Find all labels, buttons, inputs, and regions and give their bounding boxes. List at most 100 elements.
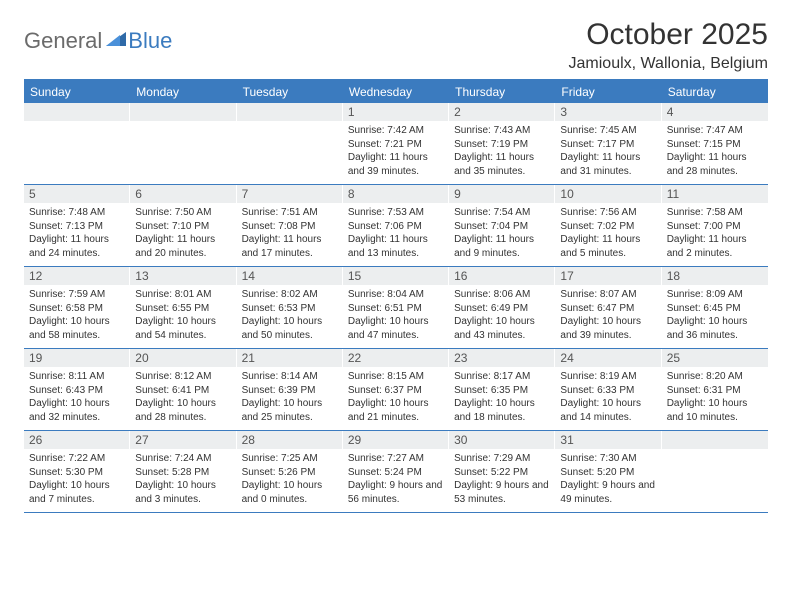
- sunset-text: Sunset: 7:17 PM: [560, 138, 656, 152]
- day-number: [237, 103, 343, 121]
- day-info: Sunrise: 7:56 AMSunset: 7:02 PMDaylight:…: [555, 203, 661, 266]
- day-cell: 7Sunrise: 7:51 AMSunset: 7:08 PMDaylight…: [237, 185, 343, 266]
- sunset-text: Sunset: 7:02 PM: [560, 220, 656, 234]
- sunset-text: Sunset: 7:19 PM: [454, 138, 550, 152]
- day-cell: 4Sunrise: 7:47 AMSunset: 7:15 PMDaylight…: [662, 103, 768, 184]
- sunset-text: Sunset: 6:53 PM: [242, 302, 338, 316]
- day-info: Sunrise: 7:59 AMSunset: 6:58 PMDaylight:…: [24, 285, 130, 348]
- day-info: Sunrise: 7:24 AMSunset: 5:28 PMDaylight:…: [130, 449, 236, 512]
- logo-text-2: Blue: [128, 28, 172, 54]
- day-number: 9: [449, 185, 555, 203]
- day-cell: 24Sunrise: 8:19 AMSunset: 6:33 PMDayligh…: [555, 349, 661, 430]
- day-cell: 17Sunrise: 8:07 AMSunset: 6:47 PMDayligh…: [555, 267, 661, 348]
- sunrise-text: Sunrise: 8:02 AM: [242, 288, 338, 302]
- daylight-text: Daylight: 11 hours and 39 minutes.: [348, 151, 444, 178]
- sunset-text: Sunset: 5:20 PM: [560, 466, 656, 480]
- daylight-text: Daylight: 11 hours and 24 minutes.: [29, 233, 125, 260]
- location-text: Jamioulx, Wallonia, Belgium: [569, 55, 768, 73]
- day-number: 10: [555, 185, 661, 203]
- day-info: Sunrise: 8:04 AMSunset: 6:51 PMDaylight:…: [343, 285, 449, 348]
- sunset-text: Sunset: 7:13 PM: [29, 220, 125, 234]
- calendar: Sunday Monday Tuesday Wednesday Thursday…: [24, 79, 768, 513]
- day-number: 29: [343, 431, 449, 449]
- sunrise-text: Sunrise: 7:56 AM: [560, 206, 656, 220]
- week-row: 1Sunrise: 7:42 AMSunset: 7:21 PMDaylight…: [24, 103, 768, 185]
- day-info: Sunrise: 8:17 AMSunset: 6:35 PMDaylight:…: [449, 367, 555, 430]
- sunrise-text: Sunrise: 7:42 AM: [348, 124, 444, 138]
- sunrise-text: Sunrise: 8:09 AM: [667, 288, 763, 302]
- day-number: 21: [237, 349, 343, 367]
- day-of-week-header: Sunday Monday Tuesday Wednesday Thursday…: [24, 81, 768, 103]
- day-info: Sunrise: 8:01 AMSunset: 6:55 PMDaylight:…: [130, 285, 236, 348]
- day-number: 24: [555, 349, 661, 367]
- sunrise-text: Sunrise: 7:22 AM: [29, 452, 125, 466]
- sunset-text: Sunset: 6:55 PM: [135, 302, 231, 316]
- day-number: [24, 103, 130, 121]
- daylight-text: Daylight: 10 hours and 0 minutes.: [242, 479, 338, 506]
- sunset-text: Sunset: 7:08 PM: [242, 220, 338, 234]
- sunset-text: Sunset: 6:37 PM: [348, 384, 444, 398]
- sunset-text: Sunset: 7:00 PM: [667, 220, 763, 234]
- daylight-text: Daylight: 11 hours and 5 minutes.: [560, 233, 656, 260]
- daylight-text: Daylight: 10 hours and 10 minutes.: [667, 397, 763, 424]
- day-number: 25: [662, 349, 768, 367]
- day-info: Sunrise: 8:06 AMSunset: 6:49 PMDaylight:…: [449, 285, 555, 348]
- month-title: October 2025: [569, 18, 768, 51]
- day-number: 18: [662, 267, 768, 285]
- sunrise-text: Sunrise: 8:17 AM: [454, 370, 550, 384]
- day-number: 28: [237, 431, 343, 449]
- daylight-text: Daylight: 10 hours and 39 minutes.: [560, 315, 656, 342]
- day-number: 13: [130, 267, 236, 285]
- sunrise-text: Sunrise: 8:07 AM: [560, 288, 656, 302]
- sunset-text: Sunset: 7:06 PM: [348, 220, 444, 234]
- day-cell: 27Sunrise: 7:24 AMSunset: 5:28 PMDayligh…: [130, 431, 236, 512]
- title-block: October 2025 Jamioulx, Wallonia, Belgium: [569, 18, 768, 73]
- sunrise-text: Sunrise: 8:15 AM: [348, 370, 444, 384]
- day-number: 26: [24, 431, 130, 449]
- sunrise-text: Sunrise: 7:25 AM: [242, 452, 338, 466]
- day-cell: 16Sunrise: 8:06 AMSunset: 6:49 PMDayligh…: [449, 267, 555, 348]
- day-cell: 1Sunrise: 7:42 AMSunset: 7:21 PMDaylight…: [343, 103, 449, 184]
- day-cell: 10Sunrise: 7:56 AMSunset: 7:02 PMDayligh…: [555, 185, 661, 266]
- day-info: [662, 449, 768, 512]
- sunrise-text: Sunrise: 7:53 AM: [348, 206, 444, 220]
- daylight-text: Daylight: 11 hours and 35 minutes.: [454, 151, 550, 178]
- sunrise-text: Sunrise: 7:59 AM: [29, 288, 125, 302]
- day-info: Sunrise: 7:47 AMSunset: 7:15 PMDaylight:…: [662, 121, 768, 184]
- day-number: 7: [237, 185, 343, 203]
- dow-wed: Wednesday: [343, 81, 449, 103]
- day-cell: 29Sunrise: 7:27 AMSunset: 5:24 PMDayligh…: [343, 431, 449, 512]
- sunset-text: Sunset: 6:41 PM: [135, 384, 231, 398]
- day-cell: 25Sunrise: 8:20 AMSunset: 6:31 PMDayligh…: [662, 349, 768, 430]
- day-cell: [237, 103, 343, 184]
- day-cell: 26Sunrise: 7:22 AMSunset: 5:30 PMDayligh…: [24, 431, 130, 512]
- daylight-text: Daylight: 11 hours and 20 minutes.: [135, 233, 231, 260]
- sunrise-text: Sunrise: 7:29 AM: [454, 452, 550, 466]
- daylight-text: Daylight: 10 hours and 14 minutes.: [560, 397, 656, 424]
- day-info: Sunrise: 7:48 AMSunset: 7:13 PMDaylight:…: [24, 203, 130, 266]
- dow-mon: Monday: [130, 81, 236, 103]
- sunset-text: Sunset: 6:45 PM: [667, 302, 763, 316]
- sunrise-text: Sunrise: 8:11 AM: [29, 370, 125, 384]
- sunset-text: Sunset: 6:47 PM: [560, 302, 656, 316]
- day-number: 11: [662, 185, 768, 203]
- day-number: 16: [449, 267, 555, 285]
- day-cell: 30Sunrise: 7:29 AMSunset: 5:22 PMDayligh…: [449, 431, 555, 512]
- day-number: [662, 431, 768, 449]
- week-row: 19Sunrise: 8:11 AMSunset: 6:43 PMDayligh…: [24, 349, 768, 431]
- day-cell: 11Sunrise: 7:58 AMSunset: 7:00 PMDayligh…: [662, 185, 768, 266]
- day-number: 4: [662, 103, 768, 121]
- day-cell: [24, 103, 130, 184]
- day-number: 22: [343, 349, 449, 367]
- daylight-text: Daylight: 10 hours and 28 minutes.: [135, 397, 231, 424]
- daylight-text: Daylight: 10 hours and 25 minutes.: [242, 397, 338, 424]
- daylight-text: Daylight: 10 hours and 3 minutes.: [135, 479, 231, 506]
- daylight-text: Daylight: 11 hours and 9 minutes.: [454, 233, 550, 260]
- daylight-text: Daylight: 10 hours and 54 minutes.: [135, 315, 231, 342]
- sunset-text: Sunset: 7:15 PM: [667, 138, 763, 152]
- sunset-text: Sunset: 5:28 PM: [135, 466, 231, 480]
- day-cell: 19Sunrise: 8:11 AMSunset: 6:43 PMDayligh…: [24, 349, 130, 430]
- sunrise-text: Sunrise: 8:01 AM: [135, 288, 231, 302]
- day-info: Sunrise: 8:15 AMSunset: 6:37 PMDaylight:…: [343, 367, 449, 430]
- daylight-text: Daylight: 10 hours and 7 minutes.: [29, 479, 125, 506]
